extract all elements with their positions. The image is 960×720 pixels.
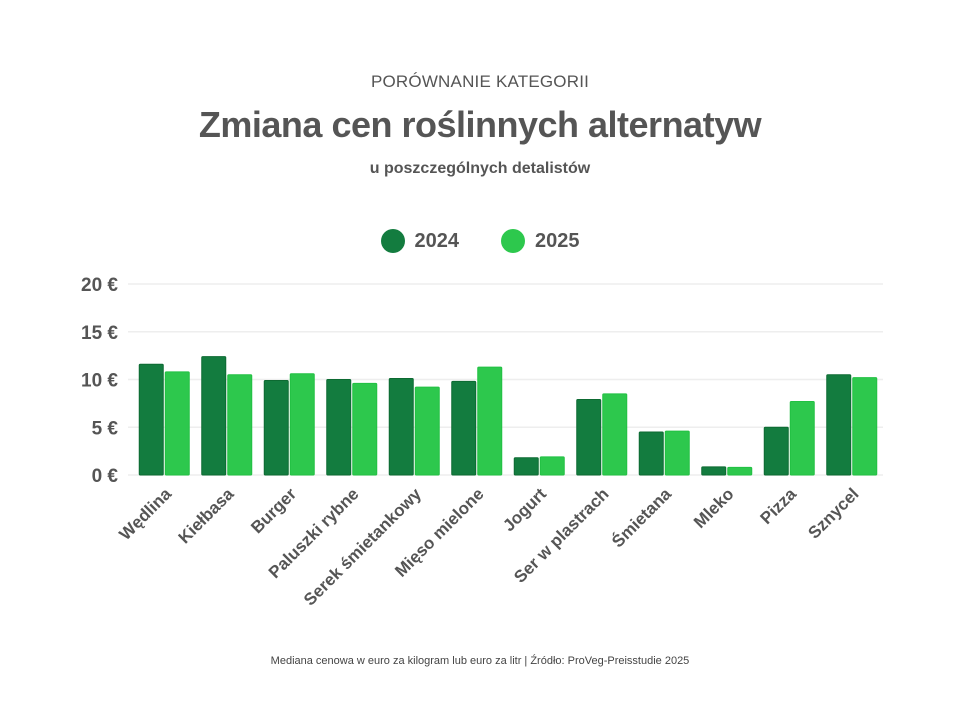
bar-2024 [638,431,664,476]
bar-2025 [539,456,565,476]
chart-kicker: PORÓWNANIE KATEGORII [370,72,590,91]
bar-2024 [451,380,477,476]
bar-2025 [227,374,253,476]
bar-2025 [289,373,315,476]
y-tick-label: 10 € [81,371,118,392]
bar-2025 [602,393,628,476]
x-tick-label: Kiełbasa [175,484,238,547]
legend: 2024 2025 [0,229,960,253]
chart-subtitle: u poszczególnych detalistów [369,160,591,177]
bar-2024 [576,399,602,476]
y-tick-label: 5 € [92,418,119,439]
bar-2025 [164,371,190,476]
x-tick-label: Sznycel [804,484,862,542]
bar-2024 [701,466,727,476]
bar-2024 [826,374,852,476]
x-tick-label: Jogurt [499,484,550,535]
x-tick-label: Mleko [690,484,738,532]
legend-swatch-2025 [501,229,525,253]
bar-2025 [352,382,378,476]
bar-2024 [388,378,414,476]
legend-swatch-2024 [380,229,405,253]
bar-2024 [263,379,289,476]
bar-2025 [664,430,690,476]
bar-2025 [852,377,878,476]
x-tick-label: Pizza [757,484,801,528]
bar-2025 [727,466,753,476]
bar-2024 [513,457,539,476]
bar-2024 [138,363,164,476]
legend-label-2025: 2025 [535,229,580,252]
bar-2024 [326,379,352,476]
bar-2025 [789,400,815,476]
chart-title: Zmiana cen roślinnych alternatyw [198,104,762,145]
bar-2024 [763,426,789,476]
x-tick-label: Serek śmietankowy [300,484,425,609]
y-tick-label: 0 € [92,466,119,487]
y-tick-label: 20 € [81,275,118,296]
x-tick-label: Burger [247,484,300,537]
x-tick-label: Wędlina [116,484,176,544]
bar-2025 [477,366,503,476]
legend-label-2024: 2024 [414,229,460,252]
bar-2024 [201,356,227,476]
bar-2025 [414,386,440,476]
legend-item-2024: 2024 [380,229,460,253]
legend-item-2025: 2025 [501,229,580,253]
chart-footer: Mediana cenowa w euro za kilogram lub eu… [270,655,690,667]
x-tick-label: Śmietana [608,484,675,551]
y-tick-label: 15 € [81,323,118,344]
